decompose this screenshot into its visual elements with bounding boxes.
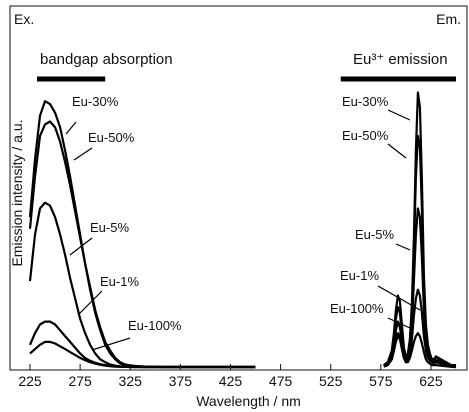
region-label-excitation: Ex.	[14, 11, 34, 27]
leader-eu-100--excitation	[91, 337, 131, 351]
leader-eu-100--emission	[387, 317, 411, 329]
region-bands: Ex. Em. bandgap absorption Eu³⁺ emission	[14, 11, 461, 82]
annotation-eu-30--excitation: Eu-30%	[72, 94, 119, 109]
leader-eu-30--emission	[387, 109, 411, 121]
y-axis-label: Emission intensity / a.u.	[9, 119, 25, 266]
axes: 225 275 325 375 425 475 525 575 625 Wavelength / …	[9, 119, 443, 409]
leader-eu-1--excitation	[77, 290, 103, 316]
leader-eu-50--excitation	[73, 147, 93, 161]
series-lines	[28, 91, 457, 369]
band-label-excitation: bandgap absorption	[40, 51, 173, 68]
x-tick-label: 425	[219, 373, 243, 389]
x-tick-label: 225	[18, 373, 42, 389]
leader-eu-50--emission	[387, 143, 407, 159]
x-tick-label: 375	[169, 373, 193, 389]
annotation-eu-5--emission: Eu-5%	[355, 227, 394, 242]
x-tick-label: 525	[319, 373, 343, 389]
x-tick-label: 625	[419, 373, 443, 389]
annotation-eu-1--emission: Eu-1%	[340, 268, 379, 283]
region-label-emission: Em.	[436, 11, 461, 27]
leader-eu-5--excitation	[69, 237, 93, 256]
plot-area	[9, 5, 468, 371]
series-eu-50--emission	[383, 134, 456, 367]
series-eu-5--excitation	[28, 201, 256, 369]
annotation-eu-30--emission: Eu-30%	[342, 94, 389, 109]
x-tick-label: 575	[369, 373, 393, 389]
annotation-eu-100--excitation: Eu-100%	[128, 318, 182, 333]
leader-eu-5--emission	[395, 243, 411, 251]
annotation-eu-50--excitation: Eu-50%	[88, 130, 135, 145]
x-tick-label: 275	[68, 373, 92, 389]
leader-eu-1--emission	[377, 285, 421, 311]
series-eu-5--emission	[383, 207, 457, 368]
x-tick-label: 475	[269, 373, 293, 389]
annotation-eu-50--emission: Eu-50%	[342, 128, 389, 143]
plot-frame	[9, 5, 468, 371]
leader-eu-30--excitation	[65, 121, 77, 135]
annotations: Eu-30% Eu-50% Eu-5% Eu-1% Eu-100% Eu-30% Eu-50…	[65, 94, 421, 351]
x-axis-label: Wavelength / nm	[196, 393, 301, 409]
band-label-emission: Eu³⁺ emission	[353, 51, 448, 68]
annotation-eu-5--excitation: Eu-5%	[90, 220, 129, 235]
annotation-eu-1--excitation: Eu-1%	[100, 274, 139, 289]
series-eu-100--excitation	[29, 340, 256, 369]
annotation-eu-100--emission: Eu-100%	[330, 301, 384, 316]
x-tick-label: 325	[119, 373, 143, 389]
series-eu-100--emission	[383, 332, 457, 369]
